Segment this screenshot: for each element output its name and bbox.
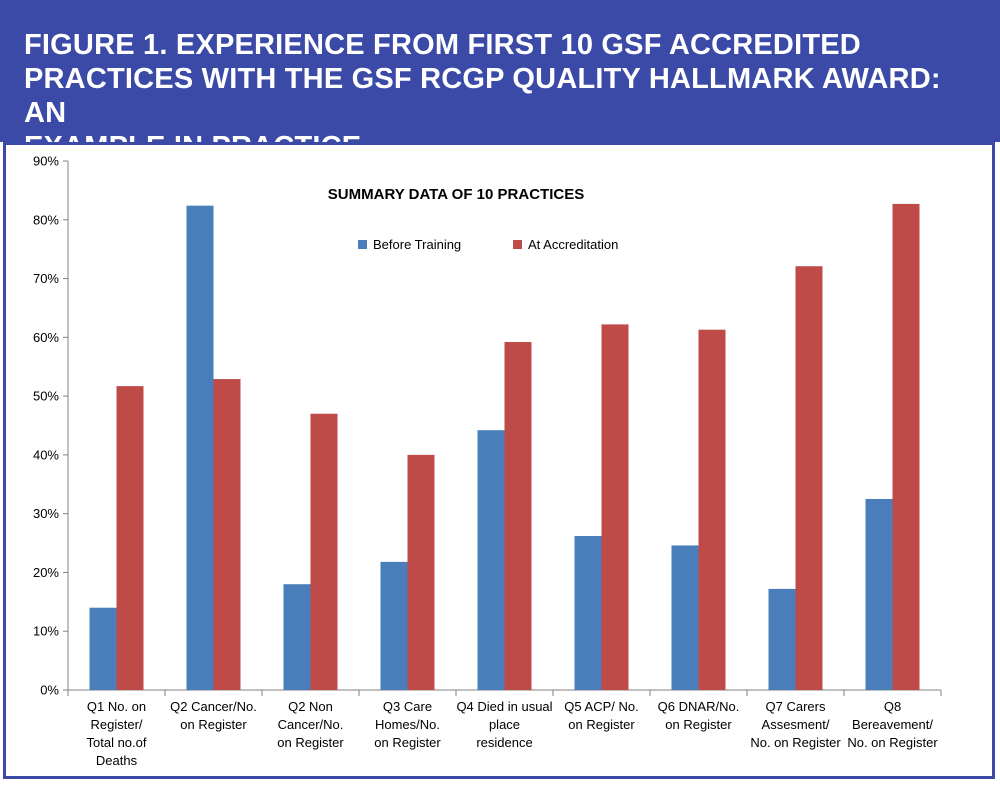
x-tick-label-line: No. on Register xyxy=(750,735,841,750)
x-tick-label-line: Q4 Died in usual xyxy=(456,699,552,714)
legend: Before Training At Accreditation xyxy=(358,237,618,252)
chart-frame: 0% 10% 20% 30% 40% 50% 60% 70% 80% 90% Q1 No. on R… xyxy=(3,142,995,779)
x-tick-label-line: Bereavement/ xyxy=(852,717,933,732)
bar-before-training xyxy=(768,588,796,690)
bar-chart: 0% 10% 20% 30% 40% 50% 60% 70% 80% 90% Q1 No. on R… xyxy=(33,154,942,768)
x-axis: Q1 No. on Register/Total no.of Deaths Q2 Ca… xyxy=(67,689,942,768)
x-tick-label-line: Cancer/No. xyxy=(278,717,344,732)
bar-before-training xyxy=(186,205,214,690)
figure-title: FIGURE 1. EXPERIENCE FROM FIRST 10 GSF A… xyxy=(24,28,976,164)
x-tick-label: Q7 Carers Assesment/No. on Register xyxy=(750,699,841,750)
bar-before-training xyxy=(574,536,602,690)
bar-at-accreditation xyxy=(698,329,726,690)
bar-at-accreditation xyxy=(795,266,823,690)
bar-before-training xyxy=(671,545,699,690)
x-tick-label-line: Q7 Carers xyxy=(766,699,826,714)
x-tick-label-line: on Register xyxy=(665,717,732,732)
x-tick-label-line: No. on Register xyxy=(847,735,938,750)
bars xyxy=(89,203,920,690)
x-tick-label-line: Q1 No. on xyxy=(87,699,146,714)
bar-at-accreditation xyxy=(116,386,144,690)
y-tick-label: 80% xyxy=(33,212,59,227)
x-tick-label-line: Q6 DNAR/No. xyxy=(658,699,740,714)
bar-at-accreditation xyxy=(213,379,241,690)
y-axis: 0% 10% 20% 30% 40% 50% 60% 70% 80% 90% xyxy=(33,154,69,698)
x-tick-label-line: on Register xyxy=(277,735,344,750)
x-tick-label-line: Total no.of xyxy=(87,735,147,750)
x-tick-label-line: on Register xyxy=(180,717,247,732)
x-tick-label-line: on Register xyxy=(568,717,635,732)
x-tick-label-line: Q3 Care xyxy=(383,699,432,714)
y-tick-label: 60% xyxy=(33,330,59,345)
y-tick-label: 20% xyxy=(33,565,59,580)
x-tick-label-line: Deaths xyxy=(96,753,138,768)
bar-at-accreditation xyxy=(892,203,920,690)
figure-title-line-2: PRACTICES WITH THE GSF RCGP QUALITY HALL… xyxy=(24,63,941,129)
bar-at-accreditation xyxy=(407,454,435,690)
y-tick-label: 70% xyxy=(33,271,59,286)
legend-label-before-training: Before Training xyxy=(373,237,461,252)
x-tick-label: Q2 Non Cancer/No. on Register xyxy=(277,699,344,750)
x-tick-label-line: Q2 Non xyxy=(288,699,333,714)
bar-before-training xyxy=(477,430,505,690)
bar-before-training xyxy=(283,584,311,690)
legend-label-at-accreditation: At Accreditation xyxy=(528,237,618,252)
y-tick-label: 90% xyxy=(33,154,59,169)
x-tick-label: Q1 No. on Register/Total no.of Deaths xyxy=(87,699,147,768)
x-tick-label-line: Q5 ACP/ No. xyxy=(564,699,638,714)
y-tick-label: 0% xyxy=(40,683,59,698)
x-tick-label: Q4 Died in usual place residence xyxy=(456,699,552,750)
x-tick-label: Q5 ACP/ No. on Register xyxy=(564,699,638,732)
legend-swatch-before-training xyxy=(358,240,367,249)
x-tick-label-line: on Register xyxy=(374,735,441,750)
y-tick-label: 30% xyxy=(33,506,59,521)
figure-title-line-1: FIGURE 1. EXPERIENCE FROM FIRST 10 GSF A… xyxy=(24,29,861,61)
bar-before-training xyxy=(89,607,117,690)
bar-before-training xyxy=(380,561,408,690)
y-tick-label: 10% xyxy=(33,624,59,639)
x-tick-label-line: Q8 xyxy=(884,699,901,714)
x-tick-label-line: place xyxy=(489,717,520,732)
x-tick-label-line: Q2 Cancer/No. xyxy=(170,699,257,714)
legend-swatch-at-accreditation xyxy=(513,240,522,249)
bar-at-accreditation xyxy=(601,324,629,690)
bar-at-accreditation xyxy=(310,413,338,690)
x-tick-label-line: Register/ xyxy=(90,717,142,732)
x-tick-label: Q3 Care Homes/No. on Register xyxy=(374,699,441,750)
x-tick-label: Q2 Cancer/No. on Register xyxy=(170,699,257,732)
x-tick-label-line: residence xyxy=(476,735,532,750)
bar-before-training xyxy=(865,498,893,690)
y-tick-label: 40% xyxy=(33,447,59,462)
figure-banner: FIGURE 1. EXPERIENCE FROM FIRST 10 GSF A… xyxy=(0,0,1000,163)
chart-title: SUMMARY DATA OF 10 PRACTICES xyxy=(328,186,584,203)
x-tick-label-line: Assesment/ xyxy=(762,717,830,732)
x-tick-label: Q8 Bereavement/No. on Register xyxy=(847,699,938,750)
x-tick-label-line: Homes/No. xyxy=(375,717,440,732)
x-tick-label: Q6 DNAR/No. on Register xyxy=(658,699,740,732)
y-tick-label: 50% xyxy=(33,389,59,404)
bar-at-accreditation xyxy=(504,342,532,690)
